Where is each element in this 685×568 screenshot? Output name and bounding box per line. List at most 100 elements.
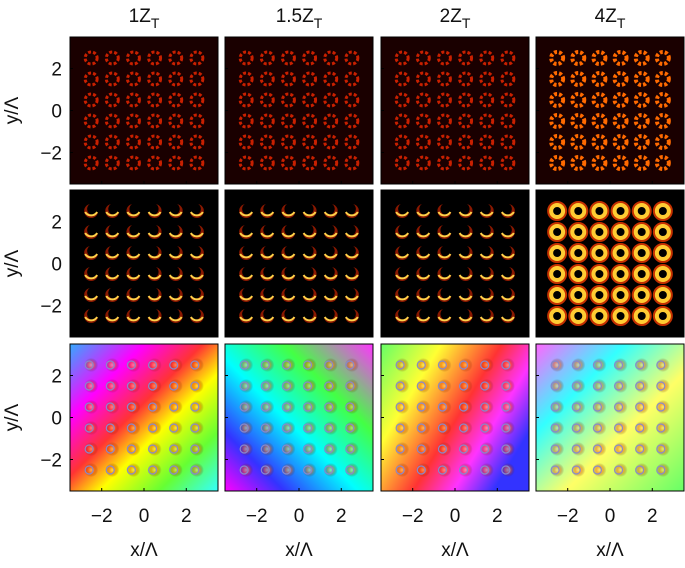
phase-ring	[105, 423, 115, 433]
vortex	[126, 379, 141, 393]
vortex	[500, 463, 515, 477]
phase-ring	[281, 423, 292, 433]
speckle-ring	[394, 50, 410, 66]
speckle-ring	[83, 113, 99, 129]
vortex	[147, 463, 162, 477]
speckle-ring	[479, 134, 495, 150]
vortex	[84, 442, 99, 456]
vortex	[105, 442, 120, 456]
vortex	[302, 442, 317, 456]
panel	[380, 343, 530, 492]
vortex	[189, 421, 204, 435]
donut	[569, 202, 588, 220]
phase-ring	[395, 465, 405, 475]
speckle-ring	[500, 92, 516, 108]
donut-glow	[610, 285, 631, 305]
speckle-ring	[238, 113, 254, 129]
vortex	[395, 463, 410, 477]
phase-ring	[480, 360, 490, 370]
donut	[632, 265, 651, 283]
speckle-ring	[549, 71, 566, 87]
panel-bg	[381, 37, 529, 184]
speckle-ring	[612, 155, 629, 171]
speckle-ring	[479, 92, 495, 108]
vortex	[323, 379, 338, 393]
donut	[632, 244, 651, 262]
crescent-edge	[281, 211, 296, 217]
x-tick-label: 2	[647, 506, 658, 527]
speckle-ring	[302, 92, 318, 108]
vortex	[168, 400, 183, 414]
vortex	[634, 400, 649, 414]
vortex	[260, 442, 275, 456]
vortex	[147, 400, 162, 414]
phase-ring	[345, 381, 355, 391]
phase-ring	[501, 381, 511, 391]
speckle-ring	[344, 155, 360, 171]
phase-ring	[656, 465, 666, 475]
crescent-edge	[437, 316, 452, 322]
speckle-ring	[415, 155, 431, 171]
donut-glow	[631, 264, 652, 284]
crescent-edge	[190, 253, 204, 259]
crescent-edge	[395, 232, 409, 238]
donut	[653, 223, 672, 241]
vortex	[344, 442, 359, 456]
phase-ring	[571, 402, 581, 412]
y-axis-label: y/Λ	[2, 96, 23, 124]
donut	[548, 265, 567, 283]
phase-ring	[550, 444, 560, 454]
vortex	[302, 358, 317, 372]
panel	[535, 189, 685, 338]
speckle-ring	[394, 71, 410, 87]
crescent-edge	[84, 232, 98, 238]
vortex	[550, 463, 565, 477]
speckle-ring	[394, 92, 410, 108]
crescent-edge	[416, 232, 431, 238]
phase-ring	[550, 402, 560, 412]
phase-ring	[613, 402, 624, 412]
vortex	[416, 379, 431, 393]
phase-ring	[571, 360, 581, 370]
donut-glow	[547, 264, 568, 284]
phase-ring	[592, 444, 603, 454]
crescent-edge	[479, 211, 494, 217]
vortex	[239, 421, 254, 435]
vortex	[344, 400, 359, 414]
vortex	[613, 400, 628, 414]
speckle-ring	[323, 113, 339, 129]
donut-glow	[547, 285, 568, 305]
vortex	[613, 379, 628, 393]
crescent-edge	[437, 274, 452, 280]
crescent-edge	[479, 253, 494, 259]
phase-ring	[416, 444, 426, 454]
donut-glow	[652, 285, 673, 305]
crescent-edge	[260, 316, 275, 322]
donut	[632, 223, 651, 241]
phase-ring	[84, 444, 94, 454]
speckle-ring	[189, 71, 205, 87]
column-title: 4ZT	[595, 6, 626, 31]
phase-ring	[656, 423, 666, 433]
donut-glow	[568, 264, 589, 284]
speckle-ring	[189, 113, 205, 129]
speckle-ring	[168, 113, 184, 129]
speckle-ring	[479, 113, 495, 129]
phase-ring	[302, 381, 313, 391]
panel	[224, 189, 374, 338]
crescent-edge	[479, 232, 494, 238]
speckle-ring	[280, 113, 296, 129]
vortex	[281, 463, 296, 477]
speckle-ring	[549, 113, 566, 129]
x-tick-label: 0	[294, 506, 305, 527]
speckle-ring	[344, 92, 360, 108]
phase-ring	[550, 465, 560, 475]
speckle-ring	[104, 134, 120, 150]
vortex	[571, 358, 586, 372]
y-tick-label: 0	[51, 409, 62, 430]
speckle-ring	[323, 92, 339, 108]
phase-ring	[480, 465, 490, 475]
speckle-ring	[238, 155, 254, 171]
phase-ring	[239, 423, 249, 433]
phase-ring	[190, 465, 200, 475]
